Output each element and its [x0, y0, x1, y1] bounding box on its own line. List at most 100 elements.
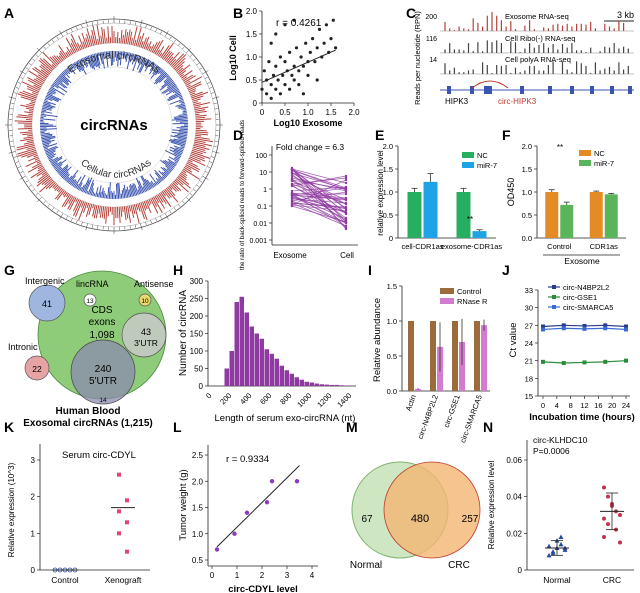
circos-exo-bar [25, 107, 34, 111]
circos-cell-bar [77, 182, 83, 191]
circos-exo-bar [42, 58, 55, 70]
circos-tick [59, 213, 64, 220]
j-legend-marker [552, 305, 556, 309]
panel-letter-c: C [406, 5, 416, 21]
d-point [290, 204, 294, 208]
circos-cell-bar [49, 87, 56, 92]
circos-cell-bar [43, 101, 51, 105]
circos-cell-bar [72, 180, 78, 187]
eChart-bar [423, 181, 438, 238]
circos-exo-bar [145, 43, 149, 50]
circos-exo-bar [133, 204, 140, 224]
circos-cell-bar [168, 91, 181, 99]
n-point [558, 534, 564, 539]
j-ytick-label: 27 [525, 321, 533, 330]
j-point [603, 359, 608, 364]
circos-cell-bar [62, 70, 70, 79]
circos-exo-bar [62, 191, 67, 196]
c-exons [447, 86, 632, 94]
circos-cell-bar [40, 128, 57, 131]
h-bar [334, 384, 339, 386]
circos-exo-bar [156, 49, 161, 56]
circos-exo-bar [195, 113, 200, 116]
circos-cell-bar [125, 189, 129, 198]
b-point [283, 83, 287, 87]
circos-exo-bar [31, 92, 38, 96]
circos-exo-bar [70, 33, 80, 52]
b-point [290, 73, 294, 77]
circos-exo-bar [40, 69, 49, 76]
circos-cell-bar [149, 63, 156, 71]
i-legend-label: RNase R [457, 297, 488, 306]
circos-exo-bar [191, 95, 204, 101]
h-xtick-label: 1400 [335, 391, 353, 409]
circos-cell-bar [60, 166, 72, 178]
circos-cell-bar [40, 133, 53, 137]
circos-tick [209, 161, 213, 163]
circos-exo-bar [61, 193, 71, 208]
circos-exo-bar [26, 146, 36, 150]
circos-exo-bar [157, 46, 165, 57]
m-right-count: 257 [462, 514, 479, 525]
n-ytick-label: 0.04 [506, 493, 522, 502]
circos-cell-bar [75, 61, 82, 71]
circos-cell-bar [49, 156, 59, 163]
circos-tick [8, 151, 16, 154]
circos-cell-bar [154, 67, 162, 76]
b-point [294, 46, 299, 50]
circos-cell-bar [149, 173, 158, 186]
b-xtick-label: 0.5 [279, 108, 291, 117]
circos-exo-bar [179, 70, 187, 76]
eChart-ytick-label: 0 [389, 234, 393, 243]
circos-cell-bar [66, 175, 73, 183]
d-point [344, 221, 348, 225]
circos-exo-bar [39, 65, 51, 75]
circos-cell-bar [129, 53, 133, 63]
circos-cell-bar [45, 97, 53, 102]
circos-exo-bar [163, 50, 171, 60]
circos-cell-bar [165, 87, 179, 96]
circos-cell-bar [62, 173, 69, 180]
circos-exo-bar [146, 41, 152, 51]
circos-exo-bar [88, 203, 93, 216]
circos-exo-bar [58, 52, 65, 60]
circos-cell-bar [128, 189, 132, 198]
panel-letter-h: H [173, 262, 183, 278]
circos-cell-bar [155, 177, 161, 184]
circos-exo-bar [37, 167, 45, 172]
circos-cell-bar [70, 179, 75, 186]
k-ytick-label: 0 [31, 566, 36, 575]
circos-cell-bar [179, 128, 188, 131]
circos-cell-bar [150, 180, 156, 187]
circos-exo-bar [188, 88, 197, 93]
circos-exo-bar [191, 151, 211, 159]
d-ytick-label: 10 [259, 170, 267, 177]
circos-cell-bar [54, 79, 66, 89]
circos-cell-bar [87, 179, 94, 195]
circos-exo-bar [45, 180, 55, 190]
circos-tick [25, 67, 29, 70]
l-point [244, 510, 250, 515]
i-legend-label: Control [457, 287, 482, 296]
circos-exo-bar [193, 101, 211, 107]
circos-cell-bar [48, 155, 55, 160]
circos-exo-bar [118, 206, 121, 223]
circos-cell-bar [70, 64, 74, 70]
n-point [602, 485, 606, 490]
circos-cell-bar [150, 62, 155, 67]
circos-cell-bar [153, 71, 167, 85]
b-point [322, 41, 326, 45]
l-point [264, 500, 270, 505]
j-y-label: Ct value [508, 323, 519, 358]
d-point [344, 181, 348, 185]
fChart-ytick-label: 1.0 [522, 188, 532, 197]
circos-cell-bar [161, 78, 173, 88]
n-y-label: Relative expression level [487, 461, 496, 550]
d-point [344, 209, 348, 213]
b-point [292, 78, 296, 82]
circos-cell-bar [108, 182, 111, 199]
circos-exo-bar [28, 70, 46, 82]
circos-tick [11, 145, 15, 148]
b-point [269, 41, 273, 45]
circos-exo-bar [120, 206, 123, 217]
